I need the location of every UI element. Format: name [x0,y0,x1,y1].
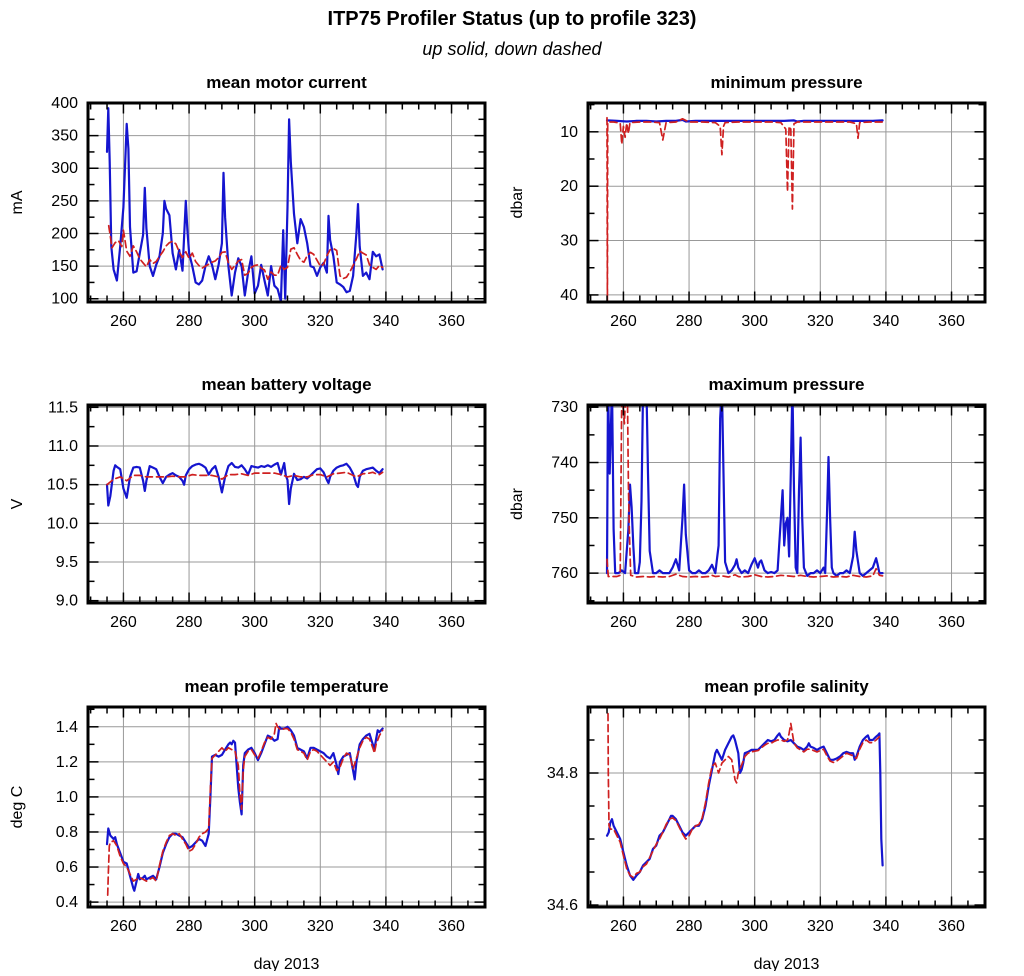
svg-text:1.0: 1.0 [56,789,78,806]
svg-text:280: 280 [676,614,703,631]
svg-text:mean profile temperature: mean profile temperature [184,677,388,696]
svg-text:300: 300 [241,918,268,935]
svg-text:0.8: 0.8 [56,824,78,841]
mean-profile-salinity-canvas: 260 280 300 320 340 360 34.8 34.6 mean profile s… [547,677,987,973]
svg-text:9.0: 9.0 [56,593,78,610]
svg-text:11.5: 11.5 [48,399,78,416]
svg-text:300: 300 [51,160,78,177]
svg-text:400: 400 [51,95,78,112]
svg-text:0.4: 0.4 [56,894,78,911]
svg-text:1.4: 1.4 [56,719,78,736]
svg-text:260: 260 [610,313,637,330]
svg-text:deg C: deg C [9,786,26,829]
svg-text:340: 340 [873,918,900,935]
chart-minimum-pressure: 260 280 300 320 340 360 10 20 30 40 minimum pressu… [500,70,1012,347]
chart-mean-battery-voltage: 260 280 300 320 340 360 11.5 11.0 10.5 10.0 9.5 9.0… [0,360,512,643]
svg-text:360: 360 [938,918,965,935]
svg-text:280: 280 [676,313,703,330]
svg-text:320: 320 [807,918,834,935]
svg-text:day 2013: day 2013 [754,956,820,971]
svg-text:360: 360 [438,614,465,631]
svg-text:350: 350 [51,128,78,145]
svg-text:10.0: 10.0 [47,515,78,532]
svg-text:200: 200 [51,225,78,242]
chart-mean-profile-temperature: 260 280 300 320 340 360 1.4 1.2 1.0 0.8 0.6 0.4 mean… [0,650,512,976]
maximum-pressure-canvas: 260 280 300 320 340 360 730 740 750 760 maximum pr… [509,375,987,631]
minimum-pressure-canvas: 260 280 300 320 340 360 10 20 30 40 minimum pressu… [509,73,987,330]
svg-text:250: 250 [51,193,78,210]
svg-text:300: 300 [241,313,268,330]
svg-text:mean battery voltage: mean battery voltage [201,375,371,394]
svg-text:day 2013: day 2013 [254,956,320,971]
svg-text:360: 360 [438,918,465,935]
svg-text:360: 360 [938,313,965,330]
svg-text:11.0: 11.0 [48,438,78,455]
svg-text:320: 320 [307,918,334,935]
svg-text:10.5: 10.5 [47,477,78,494]
svg-text:1.2: 1.2 [56,754,78,771]
svg-text:9.5: 9.5 [56,554,78,571]
svg-text:750: 750 [551,510,578,527]
figure-title: ITP75 Profiler Status (up to profile 323… [327,8,697,30]
svg-text:40: 40 [560,287,578,304]
chart-maximum-pressure: 260 280 300 320 340 360 730 740 750 760 maximum pr… [500,360,1012,643]
svg-text:340: 340 [873,313,900,330]
chart-mean-motor-current: 260 280 300 320 340 360 400 350 300 250 200 150 100 m… [0,70,512,347]
svg-text:34.6: 34.6 [547,897,578,914]
svg-text:minimum pressure: minimum pressure [710,73,862,92]
svg-text:320: 320 [807,313,834,330]
figure-subtitle: up solid, down dashed [422,39,602,59]
svg-text:340: 340 [373,918,400,935]
svg-text:280: 280 [176,313,203,330]
svg-text:360: 360 [438,313,465,330]
svg-text:280: 280 [176,918,203,935]
svg-text:260: 260 [110,313,137,330]
svg-text:dbar: dbar [509,186,526,219]
mean-battery-voltage-canvas: 260 280 300 320 340 360 11.5 11.0 10.5 10.0 9.5 9.0… [9,375,487,631]
svg-text:280: 280 [676,918,703,935]
svg-text:760: 760 [551,565,578,582]
svg-text:150: 150 [51,258,78,275]
svg-text:mean motor current: mean motor current [206,73,367,92]
svg-text:340: 340 [373,614,400,631]
svg-text:740: 740 [551,455,578,472]
svg-text:320: 320 [807,614,834,631]
svg-text:360: 360 [938,614,965,631]
svg-text:260: 260 [110,918,137,935]
svg-text:dbar: dbar [509,487,526,520]
svg-text:300: 300 [741,313,768,330]
svg-text:30: 30 [560,233,578,250]
svg-text:320: 320 [307,313,334,330]
svg-text:0.6: 0.6 [56,859,78,876]
svg-text:34.8: 34.8 [547,765,578,782]
svg-text:340: 340 [373,313,400,330]
svg-text:280: 280 [176,614,203,631]
svg-text:maximum pressure: maximum pressure [709,375,865,394]
svg-text:300: 300 [741,918,768,935]
svg-text:V: V [9,498,26,509]
svg-text:mA: mA [9,190,26,214]
svg-text:260: 260 [610,614,637,631]
svg-text:340: 340 [873,614,900,631]
svg-text:730: 730 [551,399,578,416]
svg-text:300: 300 [741,614,768,631]
svg-text:320: 320 [307,614,334,631]
svg-text:260: 260 [610,918,637,935]
svg-text:100: 100 [51,291,78,308]
svg-text:260: 260 [110,614,137,631]
svg-text:10: 10 [560,124,578,141]
chart-mean-profile-salinity: 260 280 300 320 340 360 34.8 34.6 mean profile s… [500,650,1012,976]
svg-text:300: 300 [241,614,268,631]
svg-text:mean profile salinity: mean profile salinity [704,677,869,696]
svg-text:20: 20 [560,178,578,195]
mean-motor-current-canvas: 260 280 300 320 340 360 400 350 300 250 200 150 100 m… [9,73,487,330]
mean-profile-temperature-canvas: 260 280 300 320 340 360 1.4 1.2 1.0 0.8 0.6 0.4 mean… [9,677,487,973]
